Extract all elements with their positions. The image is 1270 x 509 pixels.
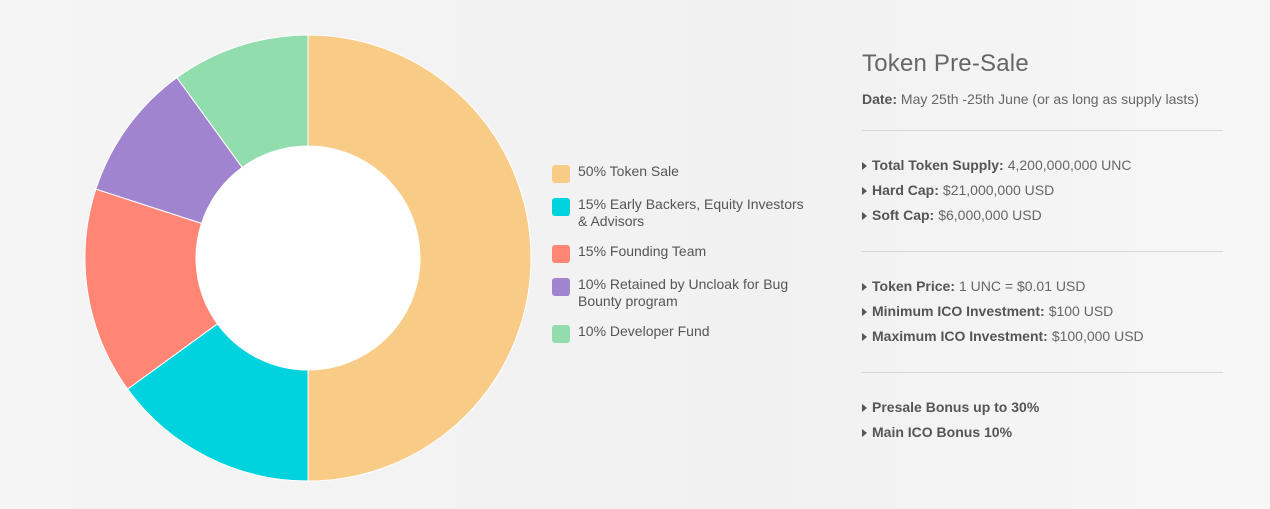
caret-right-icon [862,211,867,220]
legend-swatch-bug-bounty [552,278,570,296]
info-label: Presale Bonus up to 30% [872,399,1040,415]
info-row-total-token-supply: Total Token Supply: 4,200,000,000 UNC [862,153,1223,178]
legend-item-developer-fund: 10% Developer Fund [552,323,822,343]
info-row-token-price: Token Price: 1 UNC = $0.01 USD [862,274,1223,299]
info-label: Maximum ICO Investment: [872,328,1048,344]
legend-item-token-sale: 50% Token Sale [552,163,822,183]
caret-right-icon [862,332,867,341]
info-value: $21,000,000 USD [942,182,1055,198]
pricing-group: Token Price: 1 UNC = $0.01 USD Minimum I… [862,274,1223,349]
info-label: Main ICO Bonus 10% [872,424,1013,440]
caret-right-icon [862,282,867,291]
date-label: Date: [862,91,898,107]
caret-right-icon [862,403,867,412]
legend-item-early-backers: 15% Early Backers, Equity Investors & Ad… [552,196,822,230]
legend-label-token-sale: 50% Token Sale [578,163,679,179]
info-row-main-ico-bonus: Main ICO Bonus 10% [862,420,1223,445]
info-label: Hard Cap: [872,182,939,198]
legend-item-bug-bounty: 10% Retained by Uncloak for Bug Bounty p… [552,276,822,310]
info-value: $6,000,000 USD [938,207,1042,223]
token-presale-info: Token Pre-Sale Date: May 25th -25th June… [862,50,1223,445]
legend-label-developer-fund: 10% Developer Fund [578,323,710,339]
divider [862,251,1223,252]
legend-label-founding-team: 15% Founding Team [578,243,707,259]
info-value: $100,000 USD [1051,328,1144,344]
chart-legend: 50% Token Sale 15% Early Backers, Equity… [552,163,822,356]
info-row-presale-bonus: Presale Bonus up to 30% [862,395,1223,420]
info-row-minimum-ico-investment: Minimum ICO Investment: $100 USD [862,299,1223,324]
info-value: 1 UNC = $0.01 USD [959,278,1086,294]
info-row-soft-cap: Soft Cap: $6,000,000 USD [862,203,1223,228]
legend-label-early-backers: 15% Early Backers, Equity Investors & Ad… [578,196,804,229]
divider [862,130,1223,131]
bonus-group: Presale Bonus up to 30% Main ICO Bonus 1… [862,395,1223,445]
legend-label-bug-bounty: 10% Retained by Uncloak for Bug Bounty p… [578,276,789,309]
supply-group: Total Token Supply: 4,200,000,000 UNC Ha… [862,153,1223,228]
info-row-maximum-ico-investment: Maximum ICO Investment: $100,000 USD [862,324,1223,349]
caret-right-icon [862,428,867,437]
info-value: $100 USD [1048,303,1114,319]
info-row-hard-cap: Hard Cap: $21,000,000 USD [862,178,1223,203]
info-label: Total Token Supply: [872,157,1004,173]
caret-right-icon [862,307,867,316]
info-label: Minimum ICO Investment: [872,303,1045,319]
legend-swatch-early-backers [552,198,570,216]
info-label: Soft Cap: [872,207,935,223]
divider [862,372,1223,373]
legend-swatch-developer-fund [552,325,570,343]
legend-swatch-founding-team [552,245,570,263]
section-title: Token Pre-Sale [862,50,1029,77]
caret-right-icon [862,186,867,195]
info-label: Token Price: [872,278,955,294]
legend-item-founding-team: 15% Founding Team [552,243,822,263]
donut-hole [196,146,420,370]
info-value: 4,200,000,000 UNC [1007,157,1132,173]
presale-date: Date: May 25th -25th June (or as long as… [862,91,1223,107]
date-value: May 25th -25th June (or as long as suppl… [900,91,1199,107]
allocation-donut-chart [84,34,532,482]
caret-right-icon [862,161,867,170]
legend-swatch-token-sale [552,165,570,183]
